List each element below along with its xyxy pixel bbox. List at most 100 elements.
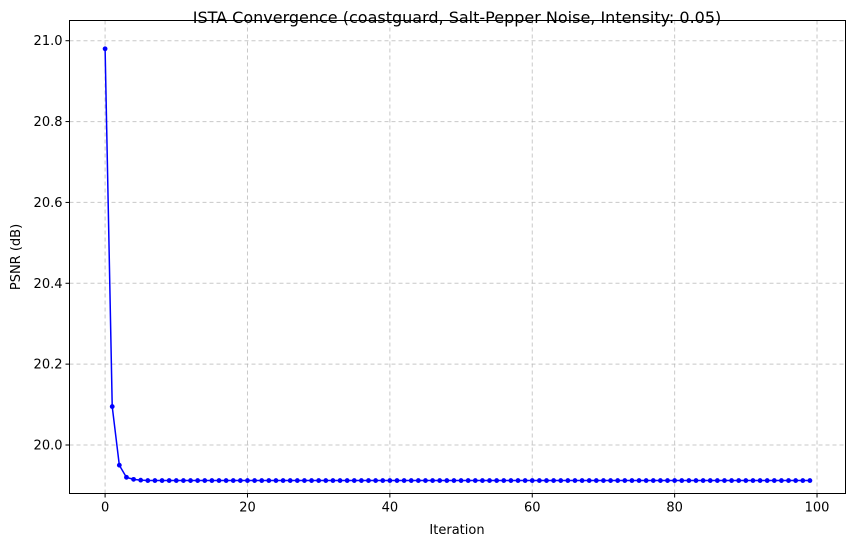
x-tick-label: 100 (805, 501, 830, 516)
data-point (245, 478, 250, 483)
data-point (145, 478, 151, 483)
data-point (686, 478, 692, 483)
data-point (529, 478, 535, 483)
data-point (152, 478, 158, 483)
data-point (551, 478, 557, 483)
axis-ticks: 0 20 40 60 80 100 20.0 20.2 20.4 20.6 20.8 21.0 (34, 34, 830, 515)
data-point (750, 478, 756, 483)
data-point (287, 478, 293, 483)
data-point (544, 478, 549, 483)
data-point (508, 478, 514, 483)
data-point (650, 478, 656, 483)
data-point (138, 477, 144, 483)
data-point (337, 478, 343, 483)
data-point (593, 478, 599, 483)
data-point (202, 478, 208, 483)
data-point (316, 478, 322, 483)
y-axis-label: PSNR (dB) (9, 224, 24, 290)
data-point (159, 478, 165, 483)
y-tick-label: 20.8 (34, 115, 63, 130)
data-point (586, 478, 592, 483)
data-point (608, 478, 613, 483)
data-point (451, 478, 457, 483)
data-point (437, 478, 443, 483)
data-point (237, 478, 243, 483)
data-point (522, 478, 528, 483)
data-point (366, 478, 371, 483)
data-point (309, 478, 314, 483)
data-point (779, 478, 784, 483)
data-point (722, 478, 727, 483)
data-point (472, 478, 478, 483)
x-axis-label: Iteration (429, 523, 484, 538)
series-line (104, 48, 810, 482)
data-point (458, 478, 464, 483)
series-group (102, 46, 813, 483)
data-point (294, 478, 300, 483)
data-point (116, 462, 122, 468)
data-point (536, 478, 542, 483)
data-point (223, 478, 229, 483)
data-point (209, 478, 215, 483)
x-tick-label: 0 (101, 501, 109, 516)
data-point (408, 478, 414, 483)
data-point (757, 478, 763, 483)
data-point (131, 476, 136, 482)
data-point (252, 478, 258, 483)
data-point (302, 478, 307, 483)
x-tick-label: 80 (666, 501, 683, 516)
data-point (401, 478, 407, 483)
data-point (501, 478, 507, 483)
data-point (601, 478, 606, 483)
data-point (102, 46, 108, 52)
data-point (181, 478, 186, 483)
data-point (629, 478, 635, 483)
x-tick-label: 40 (382, 501, 399, 516)
data-point (230, 478, 236, 483)
data-point (465, 478, 471, 483)
data-point (793, 478, 799, 483)
data-point (736, 478, 742, 483)
data-point (700, 478, 706, 483)
x-tick-label: 20 (239, 501, 256, 516)
data-point (280, 478, 286, 483)
data-point (494, 478, 500, 483)
data-point (729, 478, 734, 483)
data-point (380, 478, 386, 483)
data-point (693, 478, 699, 483)
data-point (216, 478, 222, 483)
data-point (615, 478, 621, 483)
data-point (786, 478, 791, 483)
data-point (636, 478, 642, 483)
data-point (743, 478, 749, 483)
data-point (266, 478, 272, 483)
data-point (665, 478, 670, 483)
data-point (387, 478, 393, 483)
data-point (771, 478, 777, 483)
x-tick-label: 60 (524, 501, 541, 516)
data-point (515, 478, 521, 483)
data-point (394, 478, 400, 483)
data-point (672, 478, 678, 483)
data-point (579, 478, 585, 483)
data-point (195, 478, 201, 483)
data-point (565, 478, 571, 483)
data-point (259, 478, 265, 483)
grid-lines (69, 20, 846, 494)
data-point (807, 478, 813, 483)
data-point (707, 478, 713, 483)
data-point (423, 478, 428, 483)
data-point (273, 478, 279, 483)
data-point (373, 478, 379, 483)
data-point (764, 478, 770, 483)
y-tick-label: 20.0 (34, 438, 63, 453)
chart-title: ISTA Convergence (coastguard, Salt-Peppe… (193, 8, 722, 27)
data-point (622, 478, 628, 483)
data-point (344, 478, 350, 483)
plot-area-frame (69, 20, 846, 494)
y-tick-label: 20.2 (34, 358, 63, 373)
data-point (173, 478, 179, 483)
y-tick-label: 20.4 (34, 277, 63, 292)
data-point (444, 478, 450, 483)
